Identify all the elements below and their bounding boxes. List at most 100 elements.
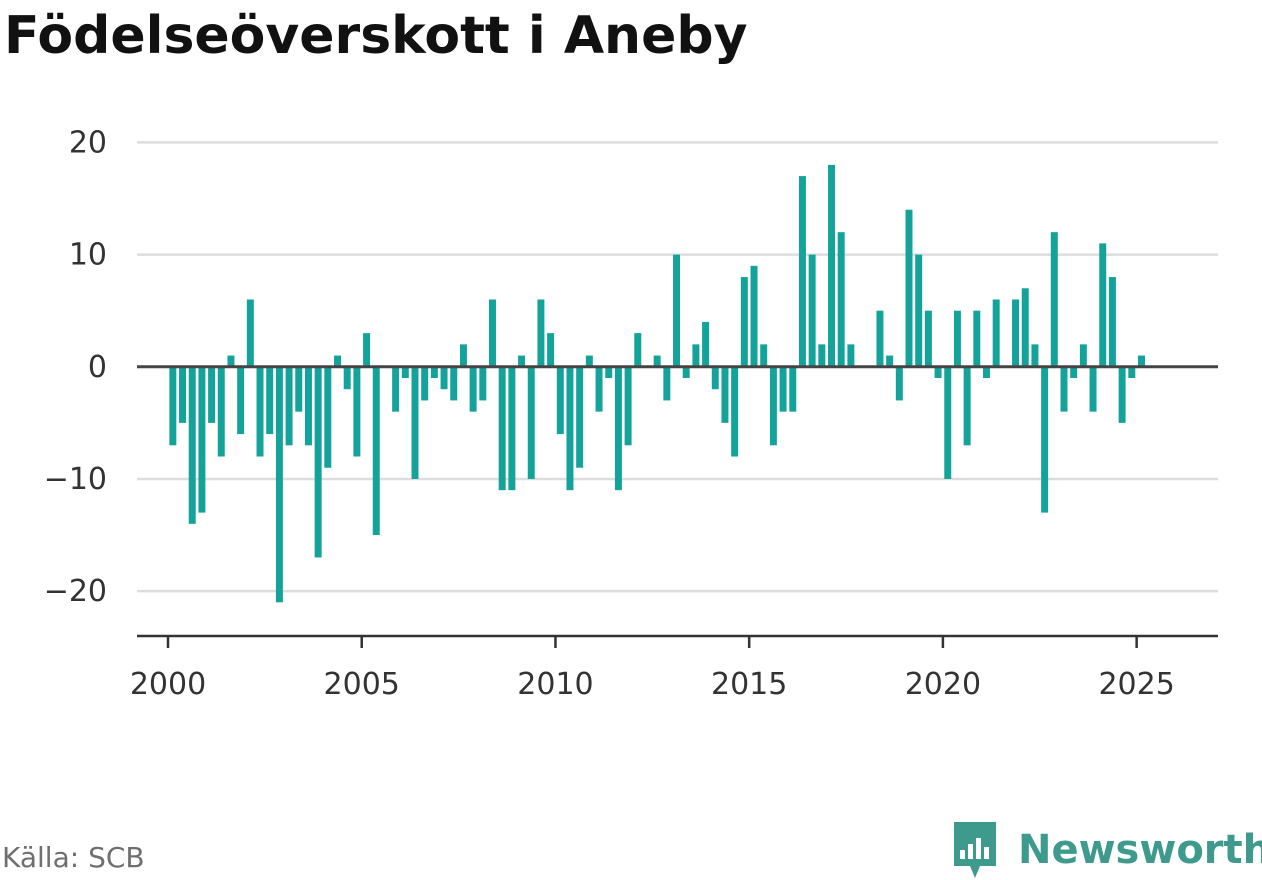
bars: [169, 164, 1145, 603]
bar: [295, 366, 303, 412]
bar: [508, 366, 516, 491]
bar: [837, 232, 845, 367]
bar: [198, 366, 206, 513]
bar: [1079, 344, 1087, 367]
bar: [1137, 355, 1145, 367]
bar: [1099, 243, 1107, 367]
bar: [673, 254, 681, 367]
bar: [818, 344, 826, 367]
brand-name: Newsworthy: [1018, 827, 1262, 873]
y-tick-label: 0: [88, 350, 107, 385]
bar: [779, 366, 787, 412]
bar: [924, 310, 932, 367]
newsworthy-logo-icon: [954, 822, 996, 878]
bar: [576, 366, 584, 468]
bar: [953, 310, 961, 367]
x-tick-label: 2000: [130, 667, 206, 702]
bar: [1060, 366, 1068, 412]
bar: [188, 366, 196, 524]
bar: [498, 366, 506, 491]
bar: [334, 355, 341, 367]
bar: [227, 355, 235, 367]
bar: [353, 366, 361, 457]
bar: [401, 366, 409, 378]
bar: [798, 176, 806, 367]
bar: [527, 366, 535, 479]
bar: [711, 366, 719, 390]
bar: [828, 164, 836, 367]
bar: [217, 366, 225, 457]
bar: [208, 366, 216, 423]
bar: [246, 299, 254, 367]
bar: [663, 366, 671, 401]
bar: [179, 366, 187, 423]
bar: [895, 366, 903, 401]
x-tick-label: 2005: [324, 667, 400, 702]
bar: [760, 344, 768, 367]
bar: [392, 366, 400, 412]
x-tick-label: 2025: [1098, 667, 1174, 702]
bar: [489, 299, 496, 367]
brand-logo: Newsworthy: [950, 820, 1262, 880]
bar: [566, 366, 574, 491]
bar: [992, 299, 1000, 367]
bar: [595, 366, 603, 412]
chart-title: Födelseöverskott i Aneby: [4, 6, 748, 66]
y-axis-ticks: 20 10 0 −10 −20: [44, 125, 107, 609]
bar: [363, 333, 371, 367]
bar: [469, 366, 477, 412]
source-note: Källa: SCB: [2, 841, 145, 874]
bar: [740, 277, 748, 367]
bar: [1128, 366, 1136, 378]
bar: [1050, 232, 1058, 367]
bar: [1089, 366, 1097, 412]
bar: [731, 366, 739, 457]
bar: [518, 355, 526, 367]
bar: [324, 366, 332, 468]
bar: [721, 366, 729, 423]
bar: [440, 366, 448, 390]
bar: [1041, 366, 1049, 513]
bar: [905, 209, 913, 367]
bar: [614, 366, 622, 491]
y-tick-label: −20: [44, 574, 107, 609]
y-tick-label: −10: [44, 462, 107, 497]
bar: [634, 333, 642, 367]
bar: [1021, 288, 1029, 367]
bar: [275, 366, 283, 603]
bar: [479, 366, 487, 401]
bar: [915, 254, 923, 367]
y-tick-label: 10: [69, 238, 107, 273]
bar: [343, 366, 351, 390]
bar: [934, 366, 942, 378]
bar: [1012, 299, 1020, 367]
bar: [537, 299, 545, 367]
bar: [314, 366, 322, 558]
bar: [963, 366, 971, 446]
bar: [459, 344, 467, 367]
bar: [944, 366, 952, 479]
x-tick-label: 2015: [711, 667, 787, 702]
bar: [876, 310, 884, 367]
x-axis-ticks: 2000 2005 2010 2015 2020 2025: [130, 636, 1175, 702]
bar: [237, 366, 245, 435]
bar: [605, 366, 613, 378]
x-tick-label: 2010: [517, 667, 593, 702]
bar: [372, 366, 380, 536]
bar: [421, 366, 429, 401]
x-tick-label: 2020: [905, 667, 981, 702]
bar: [973, 310, 981, 367]
bar: [1108, 277, 1116, 367]
bar: [556, 366, 564, 435]
bar: [585, 355, 593, 367]
bar: [653, 355, 661, 367]
bar: [750, 265, 758, 367]
bar: [450, 366, 458, 401]
bar: [702, 321, 710, 367]
bar: [769, 366, 777, 446]
bar: [256, 366, 264, 457]
bar: [1031, 344, 1039, 367]
bar: [847, 344, 855, 367]
bar: [547, 333, 555, 367]
